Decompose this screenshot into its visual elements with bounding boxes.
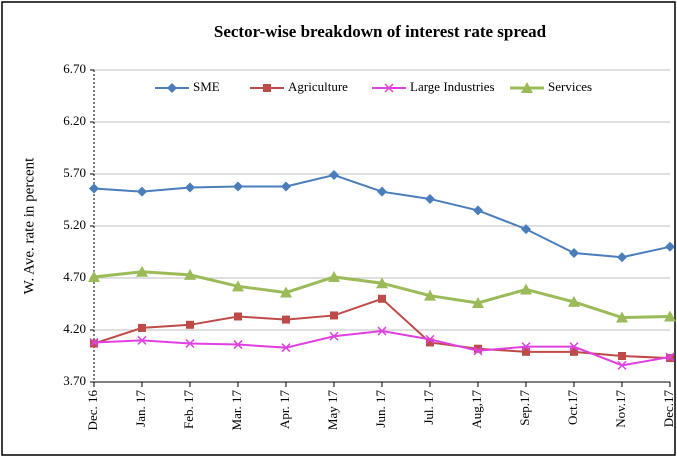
x-tick-label: Sep.17 [517, 390, 532, 426]
x-tick-label: Jul. 17 [421, 390, 436, 425]
marker [425, 334, 435, 344]
legend-label: Services [548, 79, 592, 94]
x-tick-label: Dec.17 [661, 390, 676, 428]
marker [618, 352, 626, 360]
marker [568, 295, 580, 307]
marker [521, 342, 531, 352]
x-tick-label: Aug,17 [469, 390, 484, 429]
marker [569, 342, 579, 352]
marker [281, 181, 291, 192]
marker [184, 268, 196, 280]
marker [263, 84, 271, 92]
marker [88, 270, 100, 282]
marker [280, 286, 292, 298]
x-tick-label: Apr. 17 [277, 390, 292, 430]
marker [89, 337, 99, 348]
y-axis-label: W. Ave. rate in percent [21, 157, 37, 294]
marker [617, 252, 627, 263]
y-tick-label: 3.70 [63, 373, 86, 388]
marker [167, 83, 177, 93]
marker [137, 335, 147, 345]
marker [233, 181, 243, 192]
marker [376, 277, 388, 289]
marker [185, 338, 195, 349]
marker [520, 283, 532, 295]
marker [234, 312, 242, 321]
marker [282, 315, 290, 324]
marker [616, 311, 628, 323]
x-tick-label: Mar. 17 [229, 390, 244, 431]
marker [329, 331, 339, 341]
y-tick-label: 4.70 [63, 269, 86, 284]
marker [569, 248, 579, 259]
marker [136, 265, 148, 277]
marker [232, 280, 244, 292]
y-tick-label: 6.20 [63, 113, 86, 128]
marker [137, 186, 147, 197]
marker [377, 326, 387, 336]
marker [472, 296, 484, 308]
marker [281, 343, 291, 353]
x-tick-label: Dec. 16 [85, 390, 100, 431]
marker [330, 311, 338, 320]
marker [473, 205, 483, 216]
x-tick-label: Jan. 17 [133, 390, 148, 427]
legend-label: Agriculture [288, 79, 348, 94]
y-tick-label: 4.20 [63, 321, 86, 336]
x-tick-label: Feb. 17 [181, 390, 196, 430]
marker [89, 183, 99, 194]
marker [378, 294, 386, 303]
legend-label: SME [193, 79, 220, 94]
marker [570, 347, 578, 356]
x-tick-label: Nov.17 [613, 390, 628, 428]
marker [474, 344, 482, 353]
marker [426, 338, 434, 347]
marker [377, 186, 387, 197]
marker [521, 82, 533, 93]
marker [233, 340, 243, 350]
marker [473, 346, 483, 356]
marker [138, 323, 146, 332]
chart-title: Sector-wise breakdown of interest rate s… [214, 22, 547, 41]
marker [522, 347, 530, 356]
marker [424, 289, 436, 301]
y-tick-label: 5.70 [63, 165, 86, 180]
marker [425, 193, 435, 204]
marker [186, 320, 194, 329]
y-tick-label: 5.20 [63, 217, 86, 232]
x-tick-label: Oct.17 [565, 390, 580, 426]
marker [185, 182, 195, 193]
marker [664, 310, 676, 322]
marker [384, 83, 394, 93]
marker [329, 170, 339, 181]
legend-label: Large Industries [410, 79, 495, 94]
marker [328, 270, 340, 282]
marker [665, 352, 675, 362]
marker [521, 224, 531, 235]
marker [665, 241, 675, 252]
x-tick-label: Jun. 17 [373, 390, 388, 428]
y-tick-label: 6.70 [63, 61, 86, 76]
marker [617, 360, 627, 370]
x-tick-label: May 17 [325, 390, 340, 431]
